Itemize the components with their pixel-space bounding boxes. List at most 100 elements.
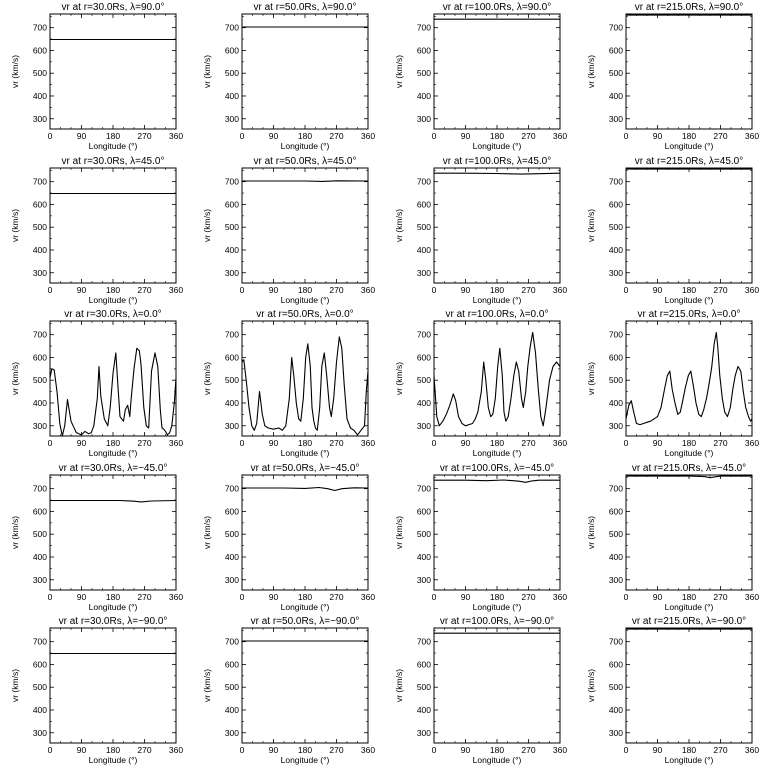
panel-title: vr at r=50.0Rs, λ=−90.0° <box>251 616 360 627</box>
x-tick-label: 180 <box>682 131 696 141</box>
y-tick-label: 500 <box>609 68 623 78</box>
chart-panel: vr at r=30.0Rs, λ=90.0° 0 90 180 270 360 300 40… <box>0 0 192 154</box>
x-tick-label: 90 <box>461 131 471 141</box>
x-tick-label: 270 <box>329 438 343 448</box>
x-tick-label: 0 <box>48 285 53 295</box>
panel-title: vr at r=30.0Rs, λ=−45.0° <box>59 463 168 474</box>
y-tick-label: 300 <box>609 728 623 738</box>
y-tick-label: 500 <box>33 375 47 385</box>
x-tick-label: 180 <box>106 745 120 755</box>
chart-panel: vr at r=30.0Rs, λ=−90.0° 0 90 180 270 360 300 4… <box>0 614 192 768</box>
x-axis-label: Longitude (°) <box>281 602 330 612</box>
y-axis-label: vr (km/s) <box>202 55 212 88</box>
y-axis-label: vr (km/s) <box>10 208 20 241</box>
chart-panel: vr at r=50.0Rs, λ=−45.0° 0 90 180 270 360 300 4… <box>192 461 384 615</box>
y-tick-label: 700 <box>609 330 623 340</box>
plot-frame <box>49 627 177 744</box>
x-tick-label: 0 <box>624 285 629 295</box>
y-tick-label: 400 <box>225 91 239 101</box>
panel-svg: vr at r=215.0Rs, λ=90.0° 0 90 180 270 360 300 4… <box>586 2 759 151</box>
y-tick-label: 700 <box>225 330 239 340</box>
x-tick-label: 90 <box>461 592 471 602</box>
chart-panel: vr at r=215.0Rs, λ=0.0° 0 90 180 270 360 300 40… <box>576 307 768 461</box>
x-tick-label: 180 <box>106 438 120 448</box>
y-tick-label: 300 <box>609 114 623 124</box>
y-axis-label: vr (km/s) <box>394 669 404 702</box>
y-tick-label: 300 <box>609 267 623 277</box>
panel-title: vr at r=50.0Rs, λ=0.0° <box>256 309 353 320</box>
x-tick-label: 360 <box>745 131 759 141</box>
chart-panel: vr at r=100.0Rs, λ=0.0° 0 90 180 270 360 300 40… <box>384 307 576 461</box>
x-tick-label: 90 <box>653 438 663 448</box>
x-tick-label: 0 <box>48 592 53 602</box>
x-tick-label: 90 <box>269 285 279 295</box>
panel-svg: vr at r=50.0Rs, λ=45.0° 0 90 180 270 360 300 40… <box>202 156 375 305</box>
x-tick-label: 360 <box>553 131 567 141</box>
y-tick-label: 400 <box>225 705 239 715</box>
x-axis-label: Longitude (°) <box>473 755 522 765</box>
plot-frame <box>625 320 753 437</box>
panel-svg: vr at r=50.0Rs, λ=0.0° 0 90 180 270 360 300 400… <box>202 309 375 458</box>
x-tick-label: 360 <box>169 438 183 448</box>
x-tick-label: 270 <box>713 438 727 448</box>
x-tick-label: 180 <box>490 438 504 448</box>
panel-title: vr at r=215.0Rs, λ=0.0° <box>638 309 741 320</box>
y-tick-label: 600 <box>33 45 47 55</box>
y-tick-label: 600 <box>609 353 623 363</box>
x-tick-label: 180 <box>298 745 312 755</box>
x-tick-label: 270 <box>713 745 727 755</box>
x-axis-label: Longitude (°) <box>473 602 522 612</box>
x-tick-label: 270 <box>521 285 535 295</box>
x-tick-label: 360 <box>553 438 567 448</box>
y-tick-label: 700 <box>225 637 239 647</box>
x-axis-label: Longitude (°) <box>473 448 522 458</box>
plot-frame <box>49 13 177 130</box>
y-tick-label: 700 <box>417 23 431 33</box>
y-axis-label: vr (km/s) <box>202 516 212 549</box>
chart-panel: vr at r=215.0Rs, λ=−45.0° 0 90 180 270 360 300… <box>576 461 768 615</box>
y-tick-label: 600 <box>609 506 623 516</box>
x-tick-label: 0 <box>624 438 629 448</box>
y-tick-label: 500 <box>33 68 47 78</box>
x-tick-label: 0 <box>432 438 437 448</box>
y-tick-label: 400 <box>417 91 431 101</box>
y-tick-label: 600 <box>225 353 239 363</box>
y-tick-label: 600 <box>417 199 431 209</box>
x-tick-label: 360 <box>361 131 375 141</box>
plot-frame <box>241 167 369 284</box>
series-line <box>49 347 177 437</box>
y-tick-label: 300 <box>33 267 47 277</box>
x-tick-label: 360 <box>361 438 375 448</box>
panel-svg: vr at r=30.0Rs, λ=−45.0° 0 90 180 270 360 300 4… <box>10 463 183 612</box>
x-tick-label: 90 <box>77 592 87 602</box>
x-tick-label: 90 <box>77 745 87 755</box>
x-tick-label: 270 <box>329 285 343 295</box>
panel-svg: vr at r=215.0Rs, λ=−45.0° 0 90 180 270 360 300… <box>586 463 759 612</box>
x-tick-label: 90 <box>269 745 279 755</box>
y-tick-label: 600 <box>33 353 47 363</box>
y-tick-label: 700 <box>33 483 47 493</box>
panel-svg: vr at r=50.0Rs, λ=−90.0° 0 90 180 270 360 300 4… <box>202 616 375 765</box>
y-tick-label: 600 <box>225 45 239 55</box>
y-tick-label: 700 <box>417 330 431 340</box>
x-tick-label: 270 <box>521 438 535 448</box>
y-tick-label: 300 <box>225 421 239 431</box>
x-axis-label: Longitude (°) <box>89 448 138 458</box>
x-axis-label: Longitude (°) <box>281 448 330 458</box>
y-tick-label: 500 <box>609 683 623 693</box>
y-tick-label: 700 <box>417 637 431 647</box>
y-tick-label: 500 <box>225 375 239 385</box>
y-tick-label: 300 <box>225 114 239 124</box>
x-tick-label: 180 <box>490 592 504 602</box>
y-tick-label: 500 <box>609 222 623 232</box>
y-axis-label: vr (km/s) <box>586 55 596 88</box>
y-tick-label: 500 <box>417 68 431 78</box>
x-axis-label: Longitude (°) <box>281 295 330 305</box>
y-tick-label: 400 <box>225 245 239 255</box>
panel-svg: vr at r=100.0Rs, λ=90.0° 0 90 180 270 360 300 4… <box>394 2 567 151</box>
x-tick-label: 270 <box>137 592 151 602</box>
y-tick-label: 400 <box>33 245 47 255</box>
x-tick-label: 270 <box>329 592 343 602</box>
x-tick-label: 90 <box>269 131 279 141</box>
y-tick-label: 600 <box>225 506 239 516</box>
